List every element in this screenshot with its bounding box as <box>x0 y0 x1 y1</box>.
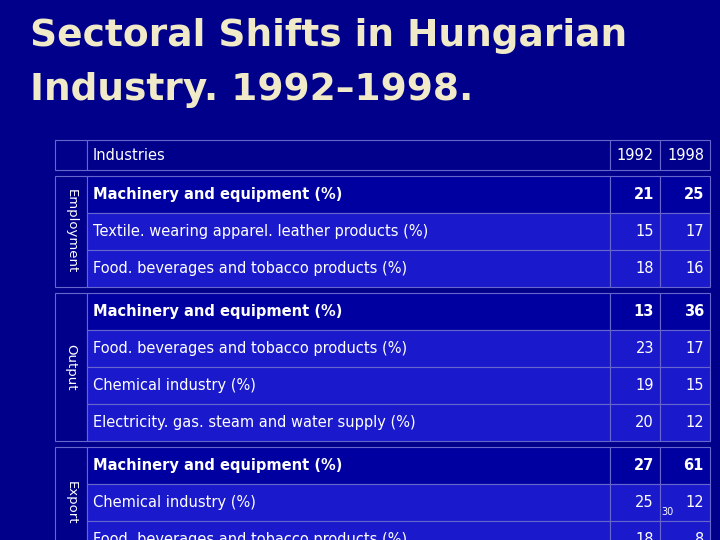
Bar <box>87 213 610 250</box>
Bar <box>660 447 710 484</box>
Text: 16: 16 <box>685 261 704 276</box>
Bar <box>55 293 87 441</box>
Text: Chemical industry (%): Chemical industry (%) <box>93 495 256 510</box>
Text: Food. beverages and tobacco products (%): Food. beverages and tobacco products (%) <box>93 532 407 540</box>
Bar <box>610 293 660 330</box>
Text: 61: 61 <box>683 458 704 473</box>
Text: Machinery and equipment (%): Machinery and equipment (%) <box>93 458 343 473</box>
Bar <box>610 404 660 441</box>
Bar <box>610 250 660 287</box>
Bar <box>660 484 710 521</box>
Text: 36: 36 <box>684 304 704 319</box>
Text: 18: 18 <box>636 261 654 276</box>
Text: Export: Export <box>65 481 78 524</box>
Bar <box>660 140 710 170</box>
Text: 17: 17 <box>685 224 704 239</box>
Text: Food. beverages and tobacco products (%): Food. beverages and tobacco products (%) <box>93 341 407 356</box>
Bar <box>87 176 610 213</box>
Bar <box>55 140 87 170</box>
Bar <box>87 293 610 330</box>
Text: Machinery and equipment (%): Machinery and equipment (%) <box>93 187 343 202</box>
Bar <box>87 367 610 404</box>
Text: 17: 17 <box>685 341 704 356</box>
Bar <box>610 447 660 484</box>
Bar <box>87 250 610 287</box>
Text: 21: 21 <box>634 187 654 202</box>
Bar <box>87 447 610 484</box>
Text: 12: 12 <box>685 495 704 510</box>
Text: 1998: 1998 <box>667 147 704 163</box>
Text: 25: 25 <box>683 187 704 202</box>
Bar <box>55 176 87 287</box>
Bar <box>55 447 87 540</box>
Text: Employment: Employment <box>65 190 78 274</box>
Text: Industry. 1992–1998.: Industry. 1992–1998. <box>30 72 473 108</box>
Bar <box>660 330 710 367</box>
Text: Output: Output <box>65 344 78 390</box>
Text: Chemical industry (%): Chemical industry (%) <box>93 378 256 393</box>
Text: 23: 23 <box>636 341 654 356</box>
Text: Machinery and equipment (%): Machinery and equipment (%) <box>93 304 343 319</box>
Text: 27: 27 <box>634 458 654 473</box>
Text: 19: 19 <box>636 378 654 393</box>
Bar <box>87 330 610 367</box>
Text: 13: 13 <box>634 304 654 319</box>
Bar <box>610 213 660 250</box>
Text: Food. beverages and tobacco products (%): Food. beverages and tobacco products (%) <box>93 261 407 276</box>
Bar <box>610 140 660 170</box>
Bar <box>610 367 660 404</box>
Bar <box>660 367 710 404</box>
Text: Textile. wearing apparel. leather products (%): Textile. wearing apparel. leather produc… <box>93 224 428 239</box>
Text: 20: 20 <box>635 415 654 430</box>
Bar <box>87 404 610 441</box>
Text: 18: 18 <box>636 532 654 540</box>
Text: 8: 8 <box>695 532 704 540</box>
Bar <box>610 484 660 521</box>
Text: 15: 15 <box>685 378 704 393</box>
Text: 30: 30 <box>661 507 673 517</box>
Bar <box>87 521 610 540</box>
Bar <box>660 404 710 441</box>
Bar <box>660 521 710 540</box>
Text: 15: 15 <box>636 224 654 239</box>
Text: 1992: 1992 <box>617 147 654 163</box>
Text: Sectoral Shifts in Hungarian: Sectoral Shifts in Hungarian <box>30 18 627 54</box>
Text: 12: 12 <box>685 415 704 430</box>
Bar <box>660 176 710 213</box>
Bar <box>610 176 660 213</box>
Bar <box>610 521 660 540</box>
Bar <box>660 250 710 287</box>
Bar <box>610 330 660 367</box>
Bar <box>660 293 710 330</box>
Bar <box>87 140 610 170</box>
Bar <box>87 484 610 521</box>
Text: Industries: Industries <box>93 147 166 163</box>
Bar <box>660 213 710 250</box>
Text: 25: 25 <box>635 495 654 510</box>
Text: Electricity. gas. steam and water supply (%): Electricity. gas. steam and water supply… <box>93 415 415 430</box>
